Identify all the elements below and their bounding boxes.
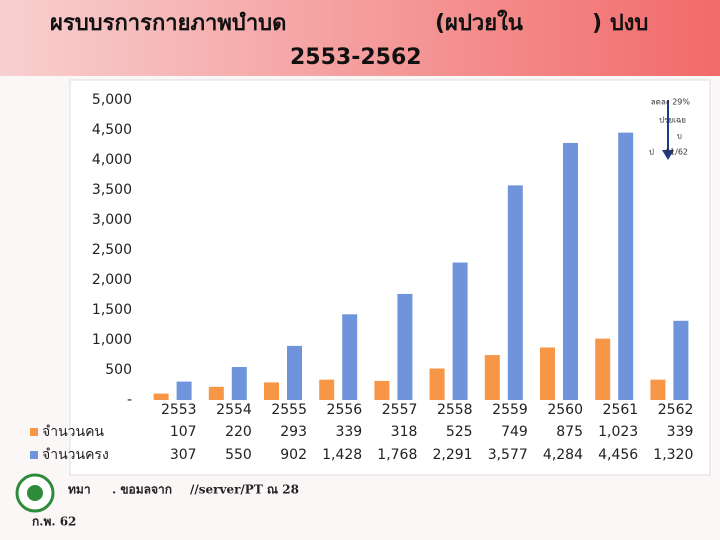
bar <box>208 386 224 400</box>
bar <box>484 355 500 400</box>
table-value: 339 <box>335 424 362 440</box>
y-tick-label: 5,000 <box>92 92 132 108</box>
bar <box>452 262 468 400</box>
footer-text: ทมา <box>68 483 91 497</box>
title-part: 2553-2562 <box>290 45 422 70</box>
x-tick-label: 2557 <box>382 402 418 418</box>
x-tick-label: 2556 <box>327 402 363 418</box>
x-tick-label: 2553 <box>161 402 197 418</box>
bar <box>595 338 611 400</box>
table-value: 339 <box>667 424 694 440</box>
title-part: ) ปงบ <box>592 11 648 36</box>
y-tick-label: 4,500 <box>92 122 132 138</box>
legend-swatch <box>30 451 38 459</box>
bar <box>153 393 169 400</box>
x-tick-label: 2558 <box>437 402 473 418</box>
bar <box>650 379 666 400</box>
table-value: 293 <box>280 424 307 440</box>
x-tick-label: 2554 <box>216 402 252 418</box>
table-value: 107 <box>170 424 197 440</box>
bar <box>618 132 634 400</box>
bar <box>507 185 523 400</box>
bar <box>176 381 192 400</box>
logo-center <box>27 485 43 501</box>
footer-text: //server/PT ณ 28 <box>190 483 299 497</box>
table-value: 4,284 <box>543 447 583 463</box>
y-tick-label: 3,000 <box>92 212 132 228</box>
y-tick-label: 2,500 <box>92 242 132 258</box>
annotation: ลดลง 29% <box>651 98 691 107</box>
table-value: 875 <box>556 424 583 440</box>
bar <box>540 347 555 400</box>
bar <box>374 380 390 400</box>
bar <box>342 314 358 400</box>
y-tick-label: 3,500 <box>92 182 132 198</box>
table-value: 550 <box>225 447 252 463</box>
table-value: 902 <box>280 447 307 463</box>
bar <box>319 379 335 400</box>
title-part: ผรบบรการกายภาพบำบด <box>50 11 286 36</box>
table-value: 1,320 <box>653 447 693 463</box>
annotation: บ <box>677 132 682 141</box>
table-value: 1,023 <box>598 424 638 440</box>
table-value: 307 <box>170 447 197 463</box>
table-value: 1,768 <box>377 447 417 463</box>
x-tick-label: 2559 <box>492 402 528 418</box>
bar <box>673 320 689 400</box>
table-value: 318 <box>391 424 418 440</box>
bar <box>563 142 578 400</box>
table-value: 4,456 <box>598 447 638 463</box>
bar <box>287 345 302 400</box>
bar <box>397 293 413 400</box>
table-value: 2,291 <box>433 447 473 463</box>
bar <box>231 367 247 400</box>
y-tick-label: 500 <box>105 362 132 378</box>
plot-area <box>69 79 711 476</box>
y-tick-label: - <box>127 392 132 408</box>
footer-text: . ขอมลจาก <box>112 483 172 497</box>
y-tick-label: 4,000 <box>92 152 132 168</box>
y-tick-label: 2,000 <box>92 272 132 288</box>
arrow-head <box>662 150 674 160</box>
x-tick-label: 2555 <box>271 402 307 418</box>
bar <box>429 368 445 400</box>
y-tick-label: 1,500 <box>92 302 132 318</box>
footer-text: ก.พ. 62 <box>32 515 76 529</box>
annotation: 61/62 <box>665 148 688 157</box>
x-tick-label: 2561 <box>603 402 639 418</box>
table-value: 3,577 <box>488 447 528 463</box>
legend-label: จำนวนคน <box>42 424 104 440</box>
table-value: 1,428 <box>322 447 362 463</box>
x-tick-label: 2560 <box>547 402 583 418</box>
annotation: ปรยเฉย <box>659 116 686 125</box>
table-value: 525 <box>446 424 473 440</box>
y-tick-label: 1,000 <box>92 332 132 348</box>
title-banner <box>0 0 720 76</box>
legend-swatch <box>30 428 38 436</box>
table-value: 749 <box>501 424 528 440</box>
table-value: 220 <box>225 424 252 440</box>
legend-label: จำนวนครง <box>42 447 109 463</box>
bar <box>264 382 279 400</box>
x-tick-label: 2562 <box>658 402 694 418</box>
annotation: ป <box>649 148 654 157</box>
title-part: (ผปวยใน <box>435 9 523 36</box>
